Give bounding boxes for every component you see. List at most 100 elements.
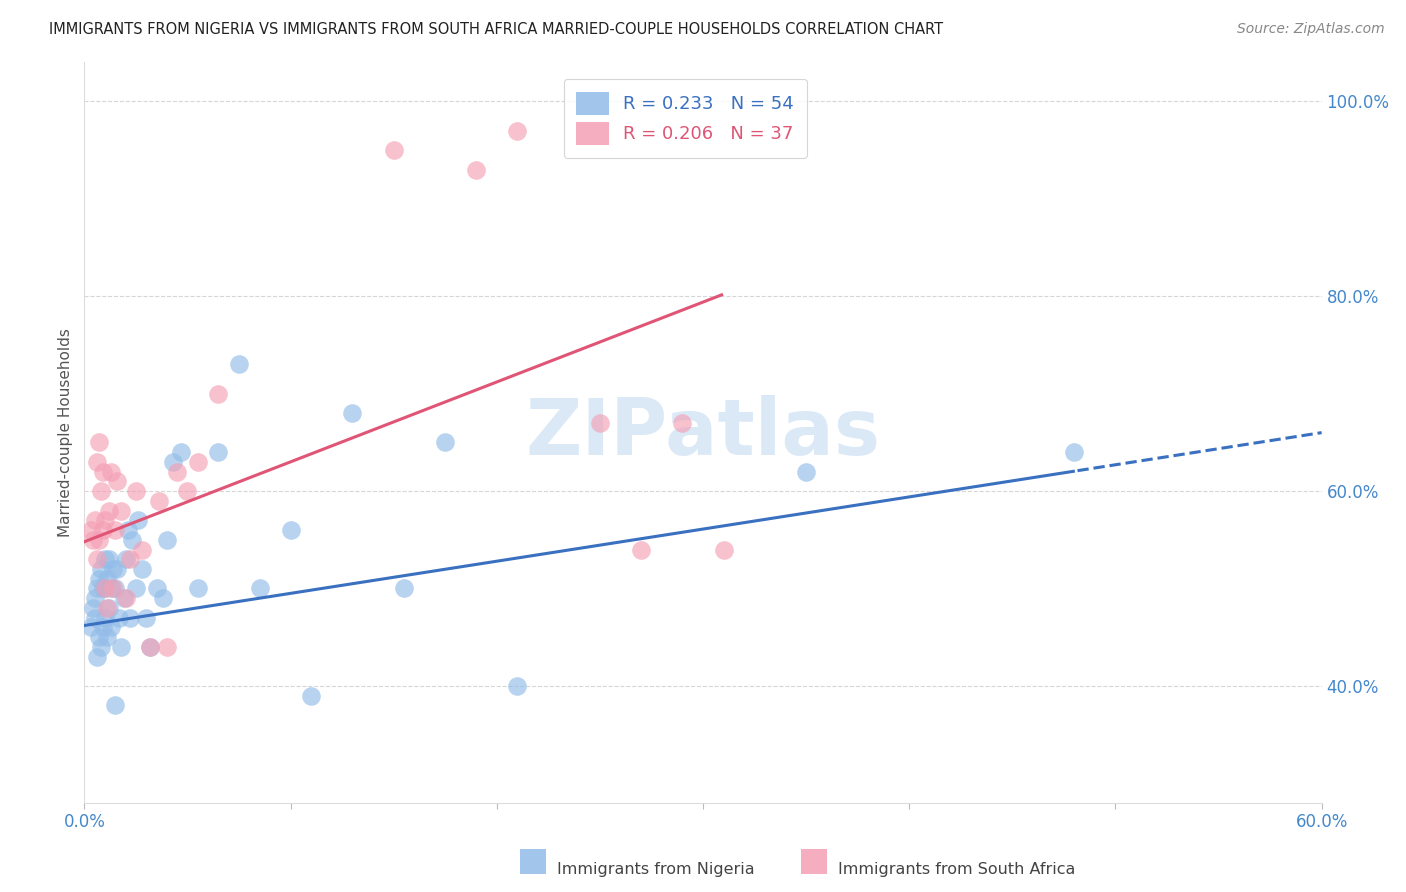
Point bbox=[87, 435, 110, 450]
Point bbox=[86, 582, 108, 596]
Point bbox=[299, 689, 322, 703]
Point bbox=[100, 582, 122, 596]
Point bbox=[794, 465, 817, 479]
Point bbox=[117, 523, 139, 537]
Point bbox=[103, 562, 125, 576]
Point bbox=[152, 591, 174, 606]
Point bbox=[104, 523, 127, 537]
Legend: R = 0.233   N = 54, R = 0.206   N = 37: R = 0.233 N = 54, R = 0.206 N = 37 bbox=[564, 78, 807, 158]
Point bbox=[127, 513, 149, 527]
Point bbox=[392, 582, 415, 596]
Point bbox=[713, 542, 735, 557]
Point bbox=[94, 582, 117, 596]
Point bbox=[170, 445, 193, 459]
Point bbox=[228, 358, 250, 372]
Point bbox=[98, 601, 121, 615]
Point bbox=[104, 698, 127, 713]
Point bbox=[506, 123, 529, 137]
Point bbox=[630, 542, 652, 557]
Point bbox=[156, 640, 179, 654]
Point bbox=[94, 513, 117, 527]
Point bbox=[90, 484, 112, 499]
Point bbox=[139, 640, 162, 654]
Point bbox=[249, 582, 271, 596]
Point bbox=[94, 552, 117, 566]
Point bbox=[671, 416, 693, 430]
Point bbox=[83, 591, 105, 606]
Point bbox=[96, 630, 118, 644]
Point bbox=[112, 591, 135, 606]
Point bbox=[135, 611, 157, 625]
Point bbox=[110, 640, 132, 654]
Point bbox=[90, 562, 112, 576]
Point bbox=[176, 484, 198, 499]
Text: Immigrants from Nigeria: Immigrants from Nigeria bbox=[557, 863, 755, 877]
Point bbox=[342, 406, 364, 420]
Point bbox=[280, 523, 302, 537]
Point bbox=[96, 572, 118, 586]
Point bbox=[108, 611, 131, 625]
Text: IMMIGRANTS FROM NIGERIA VS IMMIGRANTS FROM SOUTH AFRICA MARRIED-COUPLE HOUSEHOLD: IMMIGRANTS FROM NIGERIA VS IMMIGRANTS FR… bbox=[49, 22, 943, 37]
Point bbox=[90, 640, 112, 654]
Point bbox=[125, 484, 148, 499]
Point bbox=[465, 162, 488, 177]
Point bbox=[91, 582, 114, 596]
Point bbox=[87, 630, 110, 644]
Point bbox=[156, 533, 179, 547]
Point bbox=[87, 533, 110, 547]
Point bbox=[131, 562, 153, 576]
Point bbox=[382, 143, 405, 157]
Text: Immigrants from South Africa: Immigrants from South Africa bbox=[838, 863, 1076, 877]
Point bbox=[91, 465, 114, 479]
Point bbox=[98, 503, 121, 517]
Point bbox=[82, 533, 104, 547]
Point bbox=[83, 513, 105, 527]
Bar bbox=[801, 849, 827, 874]
Point bbox=[148, 493, 170, 508]
Y-axis label: Married-couple Households: Married-couple Households bbox=[58, 328, 73, 537]
Point bbox=[434, 435, 457, 450]
Point bbox=[110, 503, 132, 517]
Point bbox=[207, 445, 229, 459]
Point bbox=[105, 475, 128, 489]
Point bbox=[86, 552, 108, 566]
Point bbox=[1063, 445, 1085, 459]
Point bbox=[79, 523, 101, 537]
Point bbox=[79, 620, 101, 634]
Bar bbox=[520, 849, 546, 874]
Point bbox=[125, 582, 148, 596]
Point bbox=[131, 542, 153, 557]
Point bbox=[86, 649, 108, 664]
Point bbox=[114, 591, 136, 606]
Point bbox=[82, 601, 104, 615]
Point bbox=[506, 679, 529, 693]
Point bbox=[103, 582, 125, 596]
Point bbox=[94, 611, 117, 625]
Point bbox=[96, 601, 118, 615]
Point bbox=[104, 582, 127, 596]
Point bbox=[91, 523, 114, 537]
Point bbox=[166, 465, 188, 479]
Point bbox=[162, 455, 184, 469]
Point bbox=[118, 552, 141, 566]
Point bbox=[187, 455, 209, 469]
Point bbox=[145, 582, 167, 596]
Point bbox=[207, 386, 229, 401]
Point bbox=[83, 611, 105, 625]
Point bbox=[87, 572, 110, 586]
Point bbox=[86, 455, 108, 469]
Point bbox=[94, 582, 117, 596]
Point bbox=[105, 562, 128, 576]
Text: ZIPatlas: ZIPatlas bbox=[526, 394, 880, 471]
Point bbox=[139, 640, 162, 654]
Point bbox=[100, 465, 122, 479]
Point bbox=[589, 416, 612, 430]
Point bbox=[121, 533, 143, 547]
Point bbox=[98, 552, 121, 566]
Point bbox=[187, 582, 209, 596]
Point bbox=[118, 611, 141, 625]
Point bbox=[100, 620, 122, 634]
Text: Source: ZipAtlas.com: Source: ZipAtlas.com bbox=[1237, 22, 1385, 37]
Point bbox=[91, 620, 114, 634]
Point bbox=[114, 552, 136, 566]
